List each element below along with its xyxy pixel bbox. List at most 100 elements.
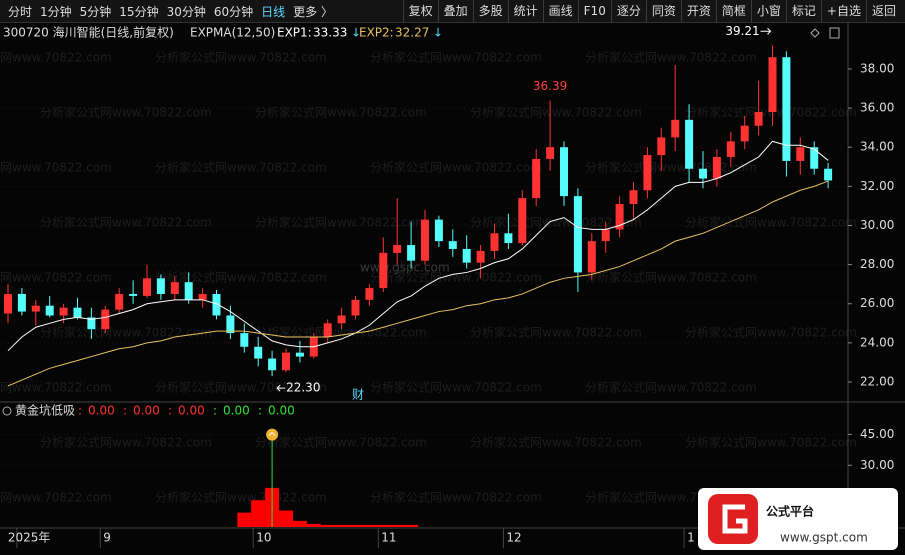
candle-body <box>796 147 805 161</box>
y-tick-label: 36.00 <box>860 101 894 115</box>
candle-body <box>379 252 388 289</box>
event-marker: 财 <box>352 388 364 402</box>
watermark: 分析家公式网www.70822.com <box>0 270 112 285</box>
signal-icon <box>266 428 279 441</box>
candle-body <box>337 315 346 324</box>
readout-value: 0.00 <box>133 404 160 418</box>
panel-title: 黄金坑低吸 <box>15 403 75 418</box>
watermark: 分析家公式网www.70822.com <box>470 325 642 340</box>
period-tab[interactable]: 60分钟 <box>213 4 254 19</box>
period-tab[interactable]: 5分钟 <box>79 4 112 19</box>
period-tab[interactable]: 更多 〉 <box>293 4 333 19</box>
tool-button[interactable]: 标记 <box>785 0 821 22</box>
tool-button[interactable]: 多股 <box>472 0 508 22</box>
logo-name: 公式平台 <box>766 504 814 519</box>
watermark: 分析家公式网www.70822.com <box>155 50 327 65</box>
histogram-bar <box>362 524 377 527</box>
watermark: 分析家公式网www.70822.com <box>685 215 857 230</box>
tool-button[interactable]: 同资 <box>645 0 681 22</box>
candle-body <box>156 278 165 294</box>
candle-body <box>421 219 429 261</box>
candle-body <box>184 282 193 300</box>
candle-body <box>699 168 707 179</box>
period-tab[interactable]: 日线 <box>261 4 286 19</box>
tool-button[interactable]: 小窗 <box>750 0 786 22</box>
legend-trend: ↓ <box>351 26 361 40</box>
histogram-bar <box>334 524 349 527</box>
candle-body <box>573 196 582 273</box>
tool-button[interactable]: 逐分 <box>610 0 646 22</box>
icon <box>829 27 840 39</box>
candle-body <box>295 352 304 357</box>
readout-value: 0.00 <box>178 404 205 418</box>
candle-body <box>560 147 568 197</box>
tool-button[interactable]: F10 <box>577 0 611 22</box>
histogram-bar <box>320 524 335 527</box>
watermark: 分析家公式网www.70822.com <box>0 50 112 65</box>
watermark: 分析家公式网www.70822.com <box>155 160 327 175</box>
tool-button[interactable]: 开资 <box>680 0 716 22</box>
watermark: 分析家公式网www.70822.com <box>255 105 427 120</box>
histogram-bar <box>376 524 391 527</box>
candle-body <box>643 155 652 191</box>
candle-body <box>601 229 610 242</box>
candle-body <box>87 317 96 330</box>
candle-body <box>254 346 263 359</box>
candle-body <box>490 233 499 251</box>
watermark: 分析家公式网www.70822.com <box>685 435 857 450</box>
candle-body <box>198 293 207 300</box>
readout-separator: : <box>213 404 217 418</box>
candle-body <box>726 141 735 157</box>
tool-button[interactable]: 简框 <box>715 0 751 22</box>
candle-body <box>4 293 12 314</box>
price-annotation: 36.39 <box>533 79 567 93</box>
readout-value: 0.00 <box>223 404 250 418</box>
tool-button[interactable]: 画线 <box>542 0 578 22</box>
period-tab[interactable]: 分时 <box>8 4 33 19</box>
y-tick-label: 28.00 <box>860 257 894 271</box>
candle-body <box>240 333 249 347</box>
candle-body <box>476 250 485 263</box>
tool-button[interactable]: +自选 <box>820 0 866 22</box>
tool-button[interactable]: 叠加 <box>437 0 473 22</box>
watermark: www.gspc.com <box>360 261 450 275</box>
candle-body <box>518 198 527 244</box>
tool-button[interactable]: 复权 <box>402 0 438 22</box>
watermark: 分析家公式网www.70822.com <box>255 215 427 230</box>
watermark: 分析家公式网www.70822.com <box>255 325 427 340</box>
candle-body <box>615 203 624 230</box>
candle-body <box>129 293 138 296</box>
tool-button[interactable]: 统计 <box>507 0 543 22</box>
watermark: 分析家公式网www.70822.com <box>370 160 542 175</box>
legend-trend: ↓ <box>433 26 443 40</box>
candle-body <box>685 119 694 169</box>
period-tab[interactable]: 30分钟 <box>166 4 206 19</box>
watermark: 分析家公式网www.70822.com <box>40 105 212 120</box>
watermark: 分析家公式网www.70822.com <box>155 270 327 285</box>
candle-body <box>73 307 82 318</box>
readout-separator: : <box>168 404 172 418</box>
tool-button[interactable]: 返回 <box>865 0 901 22</box>
histogram-bar <box>279 510 293 527</box>
candle-body <box>782 57 791 161</box>
watermark: 分析家公式网www.70822.com <box>255 435 427 450</box>
signal-icon <box>268 431 276 436</box>
watermark: 分析家公式网www.70822.com <box>470 105 642 120</box>
histogram-bar <box>390 524 405 527</box>
y-tick-label: 26.00 <box>860 296 894 310</box>
candle-body <box>462 248 471 263</box>
watermark: 分析家公式网www.70822.com <box>40 215 212 230</box>
candle-body <box>101 309 110 330</box>
readout-separator: : <box>123 404 127 418</box>
watermark: 分析家公式网www.70822.com <box>370 270 542 285</box>
period-tab[interactable]: 1分钟 <box>40 4 72 19</box>
candle-body <box>115 293 124 310</box>
y-tick-label: 22.00 <box>860 375 894 389</box>
candle-body <box>532 158 541 199</box>
icon <box>810 28 820 38</box>
legend-value: 33.33 <box>313 26 347 40</box>
candle-body <box>143 278 151 296</box>
candle-body <box>351 299 360 316</box>
period-tab[interactable]: 15分钟 <box>119 4 159 19</box>
x-tick-label: 12 <box>506 531 521 545</box>
